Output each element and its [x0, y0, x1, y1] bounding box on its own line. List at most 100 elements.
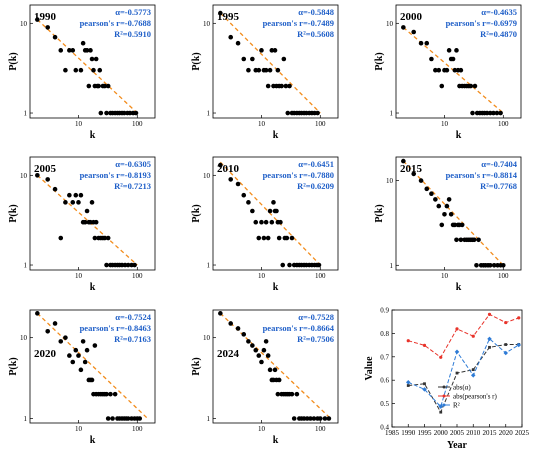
data-point: [316, 262, 322, 268]
data-point: [275, 67, 281, 73]
data-point: [401, 158, 406, 164]
x-axis-label: k: [90, 435, 96, 446]
data-point: [267, 67, 273, 73]
data-point: [104, 391, 109, 397]
data-point: [487, 262, 493, 268]
data-point: [58, 48, 64, 53]
series-point: [455, 371, 459, 375]
data-point: [104, 110, 109, 116]
x-axis-label: k: [456, 130, 462, 141]
panel-year-label: 2015: [400, 163, 423, 175]
data-point: [436, 67, 442, 73]
data-point: [448, 212, 454, 217]
pearson-r-label: pearson's r=-0.8193: [80, 170, 151, 180]
fit-line: [219, 161, 321, 266]
x-tick-label: 10: [75, 425, 83, 433]
y-axis-label: P(k): [191, 357, 202, 375]
data-point: [271, 200, 276, 205]
y-tick-label: 10: [20, 172, 28, 180]
fit-line: [219, 12, 321, 114]
data-point: [70, 48, 76, 53]
plot-frame: [29, 156, 156, 271]
y-axis-label: P(k): [8, 357, 19, 375]
data-point: [92, 235, 98, 241]
data-point: [235, 181, 241, 187]
plot-frame: [395, 156, 522, 271]
data-point: [265, 83, 271, 89]
data-point: [278, 219, 283, 225]
x-axis-label: k: [273, 282, 279, 293]
data-point: [89, 200, 95, 205]
data-point: [259, 219, 264, 225]
x-tick-label: 100: [315, 272, 326, 280]
y-tick-label: 10: [20, 20, 28, 28]
pearson-r-label: pearson's r=-0.8463: [80, 323, 151, 333]
data-point: [259, 359, 264, 365]
pearson-r-label: pearson's r=-0.8664: [263, 323, 335, 333]
x-tick-label: 10: [258, 120, 266, 128]
data-point: [121, 110, 127, 116]
data-point: [498, 110, 503, 116]
y-tick-label: 10: [386, 20, 394, 28]
data-point: [474, 262, 479, 268]
y-tick-label: 0.7: [380, 353, 389, 361]
fit-line: [219, 312, 332, 419]
data-point: [458, 67, 464, 73]
data-point: [246, 339, 251, 344]
y-axis-label: P(k): [8, 204, 19, 222]
data-point: [276, 235, 282, 241]
legend-entry: abs(α): [453, 384, 471, 392]
legend-marker: [442, 403, 446, 407]
data-point: [63, 335, 68, 340]
x-tick-label: 10: [441, 120, 449, 128]
data-point: [45, 177, 51, 182]
data-point: [67, 48, 72, 53]
data-point: [241, 192, 247, 198]
pearson-r-label: pearson's r=-0.7688: [80, 18, 151, 28]
series-point: [487, 336, 492, 342]
series-point: [439, 410, 443, 414]
panel-year-label: 2000: [400, 11, 423, 23]
panel-year-label: 1990: [34, 11, 57, 23]
y-tick-label: 0.8: [380, 330, 389, 338]
data-point: [411, 29, 417, 35]
alpha-label: α=-0.7404: [481, 159, 518, 169]
x-tick-label: 10: [258, 425, 266, 433]
pearson-r-label: pearson's r=-0.8814: [446, 170, 518, 180]
data-point: [304, 416, 310, 421]
data-point: [289, 391, 295, 397]
data-point: [468, 83, 474, 89]
x-tick-label: 100: [498, 272, 509, 280]
alpha-label: α=-0.6305: [115, 159, 151, 169]
data-point: [269, 219, 275, 225]
r-squared-label: R²=0.7213: [114, 181, 151, 191]
data-point: [280, 262, 286, 268]
pearson-r-label: pearson's r=-0.7880: [263, 170, 334, 180]
x-tick-label: 2005: [450, 429, 465, 437]
x-tick-label: 2020: [499, 429, 514, 437]
x-tick-label: 1995: [418, 429, 433, 437]
data-point: [454, 237, 459, 243]
data-point: [98, 110, 104, 116]
y-tick-label: 10: [203, 20, 211, 28]
data-point: [263, 339, 269, 344]
plot-frame: [395, 4, 522, 119]
r-squared-label: R²=0.4870: [480, 29, 517, 39]
data-point: [250, 208, 255, 214]
data-point: [78, 67, 84, 73]
y-tick-label: 10: [203, 334, 211, 342]
data-point: [89, 377, 95, 383]
series-point: [422, 387, 427, 392]
data-point: [276, 377, 282, 383]
data-point: [125, 416, 131, 421]
data-point: [45, 25, 51, 30]
data-point: [433, 197, 438, 202]
r-squared-label: R²=0.5910: [114, 29, 151, 39]
data-point: [263, 67, 269, 73]
panel-year-label: 2020: [34, 348, 57, 360]
series-point: [503, 350, 509, 356]
data-point: [261, 235, 267, 241]
